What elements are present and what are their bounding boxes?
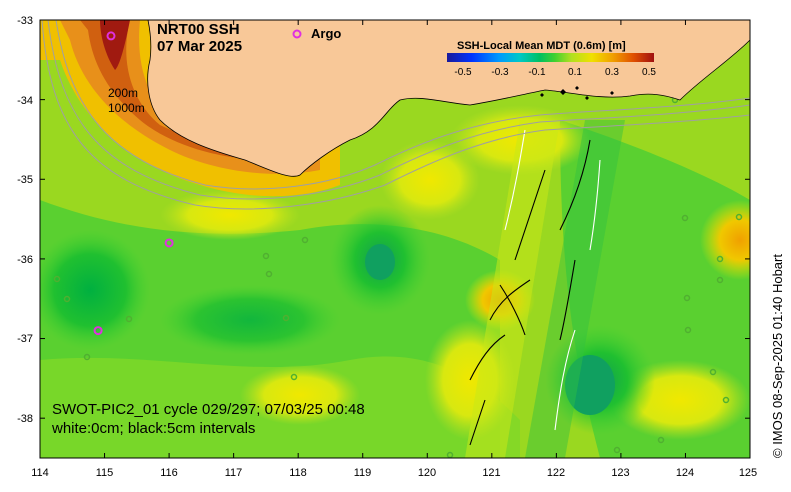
x-tick-label: 119 [354, 467, 372, 479]
credit-text: © IMOS 08-Sep-2025 01:40 Hobart [770, 254, 785, 458]
colorbar-title: SSH-Local Mean MDT (0.6m) [m] [457, 40, 626, 52]
x-tick-label: 115 [96, 467, 114, 479]
argo-legend: Argo [292, 26, 341, 41]
x-tick-label: 125 [739, 467, 757, 479]
colorbar-tick: -0.5 [454, 67, 472, 78]
y-axis-labels: -33 -34 -35 -36 -37 -38 [17, 15, 33, 425]
argo-marker-icon [292, 29, 302, 39]
x-tick-label: 118 [289, 467, 307, 479]
x-tick-label: 124 [676, 467, 694, 479]
x-tick-label: 123 [611, 467, 629, 479]
x-axis-labels: 114 115 116 117 118 119 120 121 122 123 … [31, 467, 757, 479]
x-tick-label: 117 [225, 467, 243, 479]
argo-float-marker [106, 31, 116, 41]
isobath-label-1000m: 1000m [108, 101, 145, 115]
isobath-lines [41, 19, 751, 210]
y-tick-label: -36 [17, 254, 33, 266]
y-tick-label: -35 [17, 174, 33, 186]
y-tick-label: -37 [17, 333, 33, 345]
colorbar-tick: 0.3 [605, 67, 619, 78]
swath-contours [469, 129, 601, 446]
coast-islands [540, 86, 614, 100]
isobath-label-200m: 200m [108, 86, 138, 100]
x-tick-label: 121 [482, 467, 500, 479]
colorbar-tick: -0.1 [528, 67, 546, 78]
x-tick-label: 122 [547, 467, 565, 479]
map-date: 07 Mar 2025 [157, 38, 242, 55]
argo-float-marker [93, 326, 103, 336]
x-tick-label: 116 [160, 467, 178, 479]
y-tick-label: -33 [17, 15, 33, 27]
argo-legend-label: Argo [311, 26, 341, 41]
argo-floats [93, 31, 174, 336]
argo-float-marker [164, 238, 174, 248]
altimeter-tracks [53, 96, 743, 458]
axis-ticks [39, 19, 751, 458]
map-title: NRT00 SSH [157, 21, 240, 38]
y-tick-label: -38 [17, 413, 33, 425]
colorbar-tick: 0.1 [568, 67, 582, 78]
contour-caption: white:0cm; black:5cm intervals [51, 420, 255, 437]
colorbar-ramp [447, 53, 654, 62]
plot-frame [39, 19, 751, 459]
colorbar: SSH-Local Mean MDT (0.6m) [m] -0.5 -0.3 … [447, 40, 656, 78]
swot-caption: SWOT-PIC2_01 cycle 029/297; 07/03/25 00:… [52, 401, 365, 418]
x-tick-label: 114 [31, 467, 49, 479]
colorbar-tick: -0.3 [491, 67, 509, 78]
y-tick-label: -34 [17, 95, 33, 107]
colorbar-tick: 0.5 [642, 67, 656, 78]
x-tick-label: 120 [418, 467, 436, 479]
